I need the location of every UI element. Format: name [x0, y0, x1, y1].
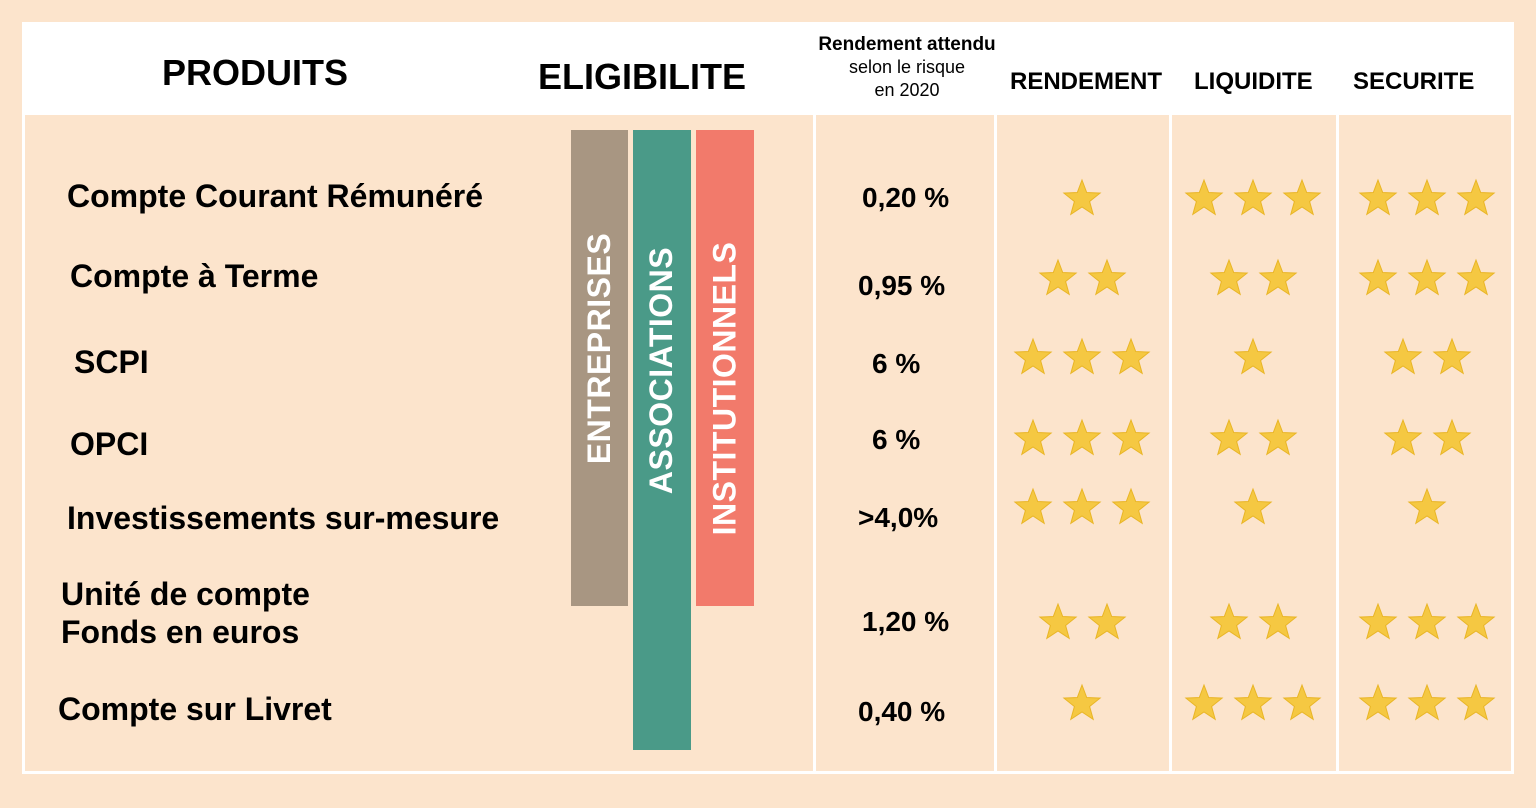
product-rate: 0,40 % — [858, 696, 946, 727]
star-icon — [1038, 602, 1077, 640]
header-rendement-attendu-line2: selon le risque — [848, 57, 966, 77]
star-icon — [1087, 602, 1126, 640]
star-icon — [1062, 178, 1102, 216]
product-name: Investissements sur-mesure — [67, 500, 500, 536]
star-icon — [1062, 337, 1102, 375]
star-icon — [1407, 487, 1447, 525]
star-icon — [1209, 418, 1248, 456]
star-icon — [1233, 683, 1273, 721]
column-divider — [1169, 115, 1172, 774]
star-icon — [1282, 178, 1322, 216]
product-rate: >4,0% — [858, 502, 939, 533]
star-icon — [1358, 178, 1398, 216]
product-rate: 6 % — [872, 424, 921, 455]
star-icon — [1258, 258, 1297, 296]
star-icon — [1432, 337, 1471, 375]
star-icon — [1233, 178, 1273, 216]
star-icon — [1407, 178, 1447, 216]
header-liquidite: LIQUIDITE — [1194, 68, 1313, 95]
star-icon — [1209, 258, 1248, 296]
star-icon — [1184, 683, 1224, 721]
star-icon — [1087, 258, 1126, 296]
star-icon — [1111, 487, 1151, 525]
star-icon — [1383, 337, 1422, 375]
star-icon — [1456, 683, 1496, 721]
product-name: Compte à Terme — [70, 258, 319, 294]
column-divider — [1336, 115, 1339, 774]
star-icon — [1456, 258, 1496, 296]
star-icon — [1432, 418, 1471, 456]
star-icon — [1062, 487, 1102, 525]
header-produits: PRODUITS — [162, 52, 349, 93]
bar-institutionnels: INSTITUTIONNELS — [696, 130, 754, 606]
header-rendement-attendu-line3: en 2020 — [874, 80, 940, 100]
label-associations: ASSOCIATIONS — [643, 246, 680, 494]
header-eligibilite: ELIGIBILITE — [538, 56, 747, 97]
header-rendement-attendu-line1: Rendement attendu — [818, 34, 996, 55]
star-icon — [1258, 418, 1297, 456]
label-entreprises: ENTREPRISES — [581, 232, 618, 464]
table-frame — [22, 22, 1514, 774]
star-icon — [1062, 683, 1102, 721]
star-icon — [1407, 258, 1447, 296]
product-rate: 0,20 % — [862, 182, 950, 213]
star-icon — [1209, 602, 1248, 640]
product-name-line2: Fonds en euros — [61, 614, 300, 650]
product-name: Compte sur Livret — [58, 691, 332, 727]
star-icon — [1111, 418, 1151, 456]
star-icon — [1038, 258, 1077, 296]
star-icon — [1282, 683, 1322, 721]
star-icon — [1456, 178, 1496, 216]
header-securite: SECURITE — [1353, 68, 1475, 95]
star-icon — [1013, 337, 1053, 375]
star-icon — [1013, 418, 1053, 456]
product-name: SCPI — [74, 344, 149, 380]
header-rendement-attendu: Rendement attendu selon le risque en 202… — [792, 33, 1022, 102]
label-institutionnels: INSTITUTIONNELS — [706, 241, 743, 535]
star-icon — [1062, 418, 1102, 456]
star-icon — [1407, 683, 1447, 721]
star-icon — [1383, 418, 1422, 456]
header-band — [22, 22, 1514, 115]
column-divider — [994, 115, 997, 774]
bar-associations: ASSOCIATIONS — [633, 130, 691, 750]
star-icon — [1456, 602, 1496, 640]
product-name: Compte Courant Rémunéré — [67, 178, 484, 214]
star-icon — [1233, 487, 1273, 525]
product-rate: 1,20 % — [862, 606, 950, 637]
star-icon — [1013, 487, 1053, 525]
product-rate: 0,95 % — [858, 270, 946, 301]
star-icon — [1358, 602, 1398, 640]
star-icon — [1407, 602, 1447, 640]
star-icon — [1258, 602, 1297, 640]
bar-entreprises: ENTREPRISES — [571, 130, 628, 606]
product-rate: 6 % — [872, 348, 921, 379]
star-icon — [1184, 178, 1224, 216]
product-name-line1: Unité de compte — [61, 576, 310, 612]
star-icon — [1358, 258, 1398, 296]
column-divider — [813, 115, 816, 774]
product-name: OPCI — [70, 426, 149, 462]
star-icon — [1358, 683, 1398, 721]
header-rendement: RENDEMENT — [1010, 68, 1163, 95]
star-icon — [1111, 337, 1151, 375]
star-icon — [1233, 337, 1273, 375]
